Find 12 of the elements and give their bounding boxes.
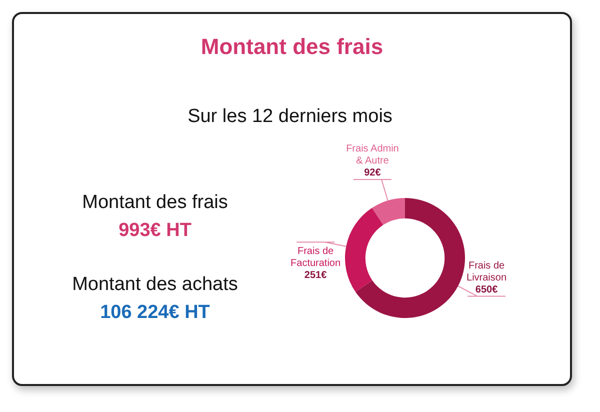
chart-title: Montant des frais [200,34,384,60]
data-label: 92€ [364,167,382,178]
chart-subtitle: Sur les 12 derniers mois [186,106,394,128]
slice-label: Frais Admin & Autre [346,143,399,166]
slice-label: Frais de Livraison [466,260,507,284]
text: 106 224€ HT [99,302,211,324]
data-label: 650€ [475,284,498,296]
data-label: 251€ [304,270,328,282]
text: 993€ HT [118,220,192,242]
slice-label: Frais de Facturation [290,246,341,270]
text: Montant des frais [81,192,229,214]
text: Montant des achats [71,274,239,296]
